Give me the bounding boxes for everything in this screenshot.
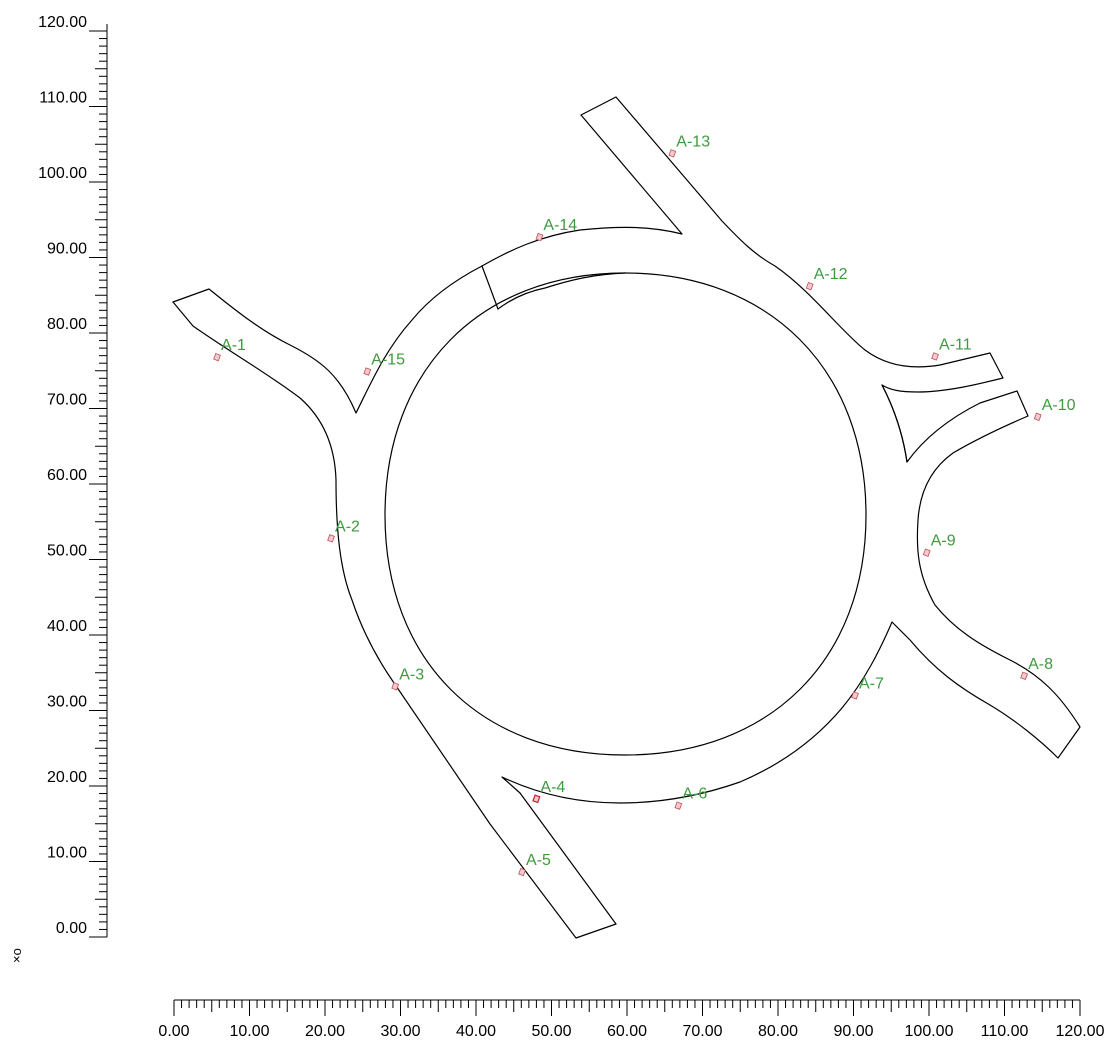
y-axis-tick-label: 10.00: [47, 845, 87, 862]
y-axis: 0.00 10.00 20.00 30.00 40.00 50.00 60.00 70.00 8…: [38, 14, 108, 938]
y-axis-tick-label: 20.00: [47, 769, 87, 786]
point-label: A-7: [859, 675, 884, 692]
y-axis-tick-label: 30.00: [47, 694, 87, 711]
x-axis-tick-label: 100.00: [905, 1023, 954, 1040]
survey-point-a-10[interactable]: A-10: [1033, 397, 1076, 421]
x-axis-tick-label: 20.00: [305, 1023, 345, 1040]
point-label: A-15: [371, 352, 405, 369]
survey-point-a-11[interactable]: A-11: [931, 336, 972, 361]
survey-point-a-7[interactable]: A-7: [851, 675, 884, 700]
x-axis-tick-labels: 0.00 10.00 20.00 30.00 40.00 50.00 60.00 70.00 8…: [158, 1023, 1104, 1040]
point-label: A-2: [335, 518, 360, 535]
north-circulating-outer: [481, 96, 1081, 804]
point-label: A-6: [682, 786, 707, 803]
survey-points: A-1 A-2 A-3 A-4 A-5 A-6 A-7 A-8 A-9 A-10 A-11 A-12 A…: [213, 133, 1076, 877]
y-axis-tick-label: 50.00: [47, 543, 87, 560]
x-axis-tick-label: 70.00: [682, 1023, 722, 1040]
y-axis-ticks: [89, 30, 107, 938]
point-label: A-9: [931, 533, 956, 550]
survey-point-a-4[interactable]: A-4: [532, 779, 565, 804]
point-label: A-13: [676, 133, 710, 150]
point-marker: [363, 367, 372, 376]
y-axis-tick-label: 70.00: [47, 392, 87, 409]
point-marker: [674, 801, 683, 810]
point-marker: [532, 794, 541, 804]
y-axis-tick-label: 90.00: [47, 241, 87, 258]
point-marker: [535, 232, 544, 242]
point-label: A-14: [543, 217, 577, 234]
x-axis-ticks: [173, 1000, 1081, 1016]
central-island: [384, 272, 867, 756]
x-axis-tick-label: 10.00: [229, 1023, 269, 1040]
survey-point-a-2[interactable]: A-2: [327, 518, 360, 543]
point-marker: [668, 149, 677, 158]
y-axis-tick-label: 120.00: [38, 14, 87, 31]
y-axis-tick-label: 80.00: [47, 316, 87, 333]
survey-point-a-12[interactable]: A-12: [805, 266, 848, 291]
point-label: A-12: [814, 266, 848, 283]
x-axis-tick-label: 40.00: [456, 1023, 496, 1040]
x-axis-tick-label: 90.00: [833, 1023, 873, 1040]
x-axis-tick-label: 120.00: [1056, 1023, 1105, 1040]
survey-point-a-9[interactable]: A-9: [922, 533, 956, 557]
origin-symbol: ×o: [9, 948, 24, 963]
point-label: A-1: [221, 337, 246, 354]
north-circulating-inner: [497, 272, 626, 310]
point-label: A-4: [540, 779, 565, 796]
survey-point-a-15[interactable]: A-15: [363, 352, 405, 376]
x-axis-tick-label: 50.00: [531, 1023, 571, 1040]
north-splitter-line: [481, 265, 499, 310]
point-marker: [922, 548, 931, 557]
y-axis-tick-label: 40.00: [47, 618, 87, 635]
y-axis-tick-labels: 0.00 10.00 20.00 30.00 40.00 50.00 60.00 70.00 8…: [38, 14, 87, 937]
x-axis-tick-label: 110.00: [981, 1023, 1029, 1040]
point-marker: [518, 867, 526, 877]
x-axis-tick-label: 0.00: [158, 1023, 189, 1040]
survey-point-a-14[interactable]: A-14: [535, 217, 577, 242]
survey-point-a-1[interactable]: A-1: [213, 337, 246, 362]
point-marker: [931, 352, 939, 361]
point-marker: [851, 691, 859, 700]
y-axis-tick-label: 100.00: [38, 165, 87, 182]
x-axis: 0.00 10.00 20.00 30.00 40.00 50.00 60.00 70.00 8…: [158, 999, 1105, 1040]
survey-point-a-13[interactable]: A-13: [668, 133, 710, 158]
point-marker: [327, 534, 335, 543]
point-marker: [391, 682, 400, 691]
y-axis-tick-label: 60.00: [47, 467, 87, 484]
y-axis-tick-label: 110.00: [39, 90, 87, 107]
survey-point-a-3[interactable]: A-3: [391, 666, 424, 691]
east-splitter-island: [881, 384, 908, 463]
point-marker: [1033, 412, 1042, 421]
point-label: A-11: [939, 336, 972, 353]
point-marker: [213, 352, 221, 362]
point-marker: [1020, 671, 1029, 680]
point-label: A-3: [399, 666, 424, 683]
survey-point-a-8[interactable]: A-8: [1020, 656, 1053, 680]
survey-point-a-5[interactable]: A-5: [518, 852, 551, 877]
point-label: A-5: [526, 852, 551, 869]
west-arm-outer-edge: [172, 301, 617, 939]
north-west-arm-inner-edge: [172, 265, 483, 414]
point-label: A-10: [1042, 397, 1076, 414]
point-label: A-8: [1028, 656, 1053, 673]
survey-point-a-6[interactable]: A-6: [674, 786, 707, 810]
point-marker: [805, 282, 814, 291]
y-axis-tick-label: 0.00: [56, 920, 87, 937]
x-axis-tick-label: 60.00: [607, 1023, 647, 1040]
x-axis-tick-label: 30.00: [380, 1023, 420, 1040]
x-axis-tick-label: 80.00: [758, 1023, 798, 1040]
road-geometry: [172, 96, 1081, 939]
